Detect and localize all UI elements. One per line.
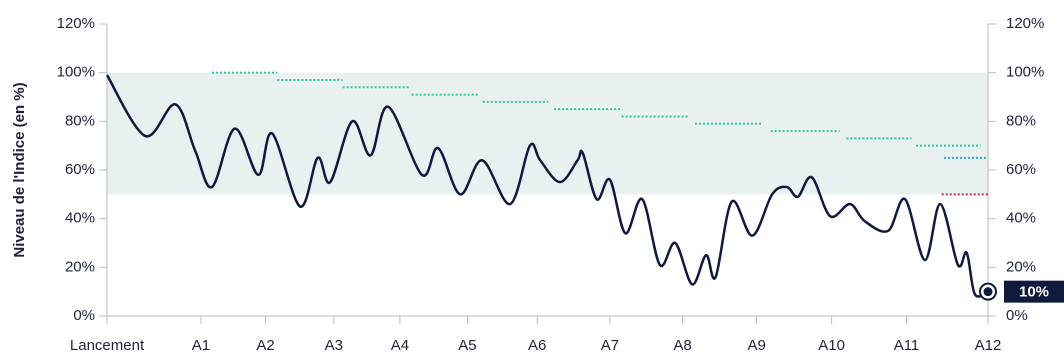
y-axis-label: Niveau de l'Indice (en %): [11, 82, 28, 257]
x-tick-label: A7: [601, 337, 619, 354]
end-marker-dot: [983, 287, 993, 297]
x-tick-label: A1: [192, 337, 210, 354]
y2-tick-label: 80%: [1006, 112, 1036, 129]
x-tick-label: A9: [748, 337, 766, 354]
x-tick-label: A5: [458, 337, 476, 354]
x-tick-label: A3: [325, 337, 343, 354]
y2-tick-label: 20%: [1006, 258, 1036, 275]
y-tick-label: 0%: [73, 307, 95, 324]
y2-tick-label: 100%: [1006, 64, 1044, 81]
index-line: [105, 74, 989, 298]
value-badge: [1004, 280, 1064, 303]
x-tick-label: A2: [256, 337, 274, 354]
y2-tick-label: 120%: [1006, 15, 1044, 32]
x-tick-label: A12: [975, 337, 1002, 354]
target-band: [107, 72, 988, 195]
x-tick-label: A11: [894, 337, 920, 354]
y-tick-label: 20%: [65, 258, 95, 275]
value-label: 10%: [1019, 284, 1049, 301]
x-tick-label: A6: [528, 337, 546, 354]
x-tick-label: A8: [673, 337, 691, 354]
y2-tick-label: 60%: [1006, 161, 1036, 178]
x-tick-label: Lancement: [70, 337, 145, 354]
y2-tick-label: 40%: [1006, 210, 1036, 227]
y-tick-label: 60%: [65, 161, 95, 178]
y2-tick-label: 0%: [1006, 307, 1028, 324]
y-tick-label: 120%: [57, 15, 95, 32]
y-tick-label: 80%: [65, 112, 95, 129]
y-tick-label: 40%: [65, 210, 95, 227]
x-tick-label: A10: [818, 337, 845, 354]
x-tick-label: A4: [391, 337, 409, 354]
y-tick-label: 100%: [57, 64, 95, 81]
